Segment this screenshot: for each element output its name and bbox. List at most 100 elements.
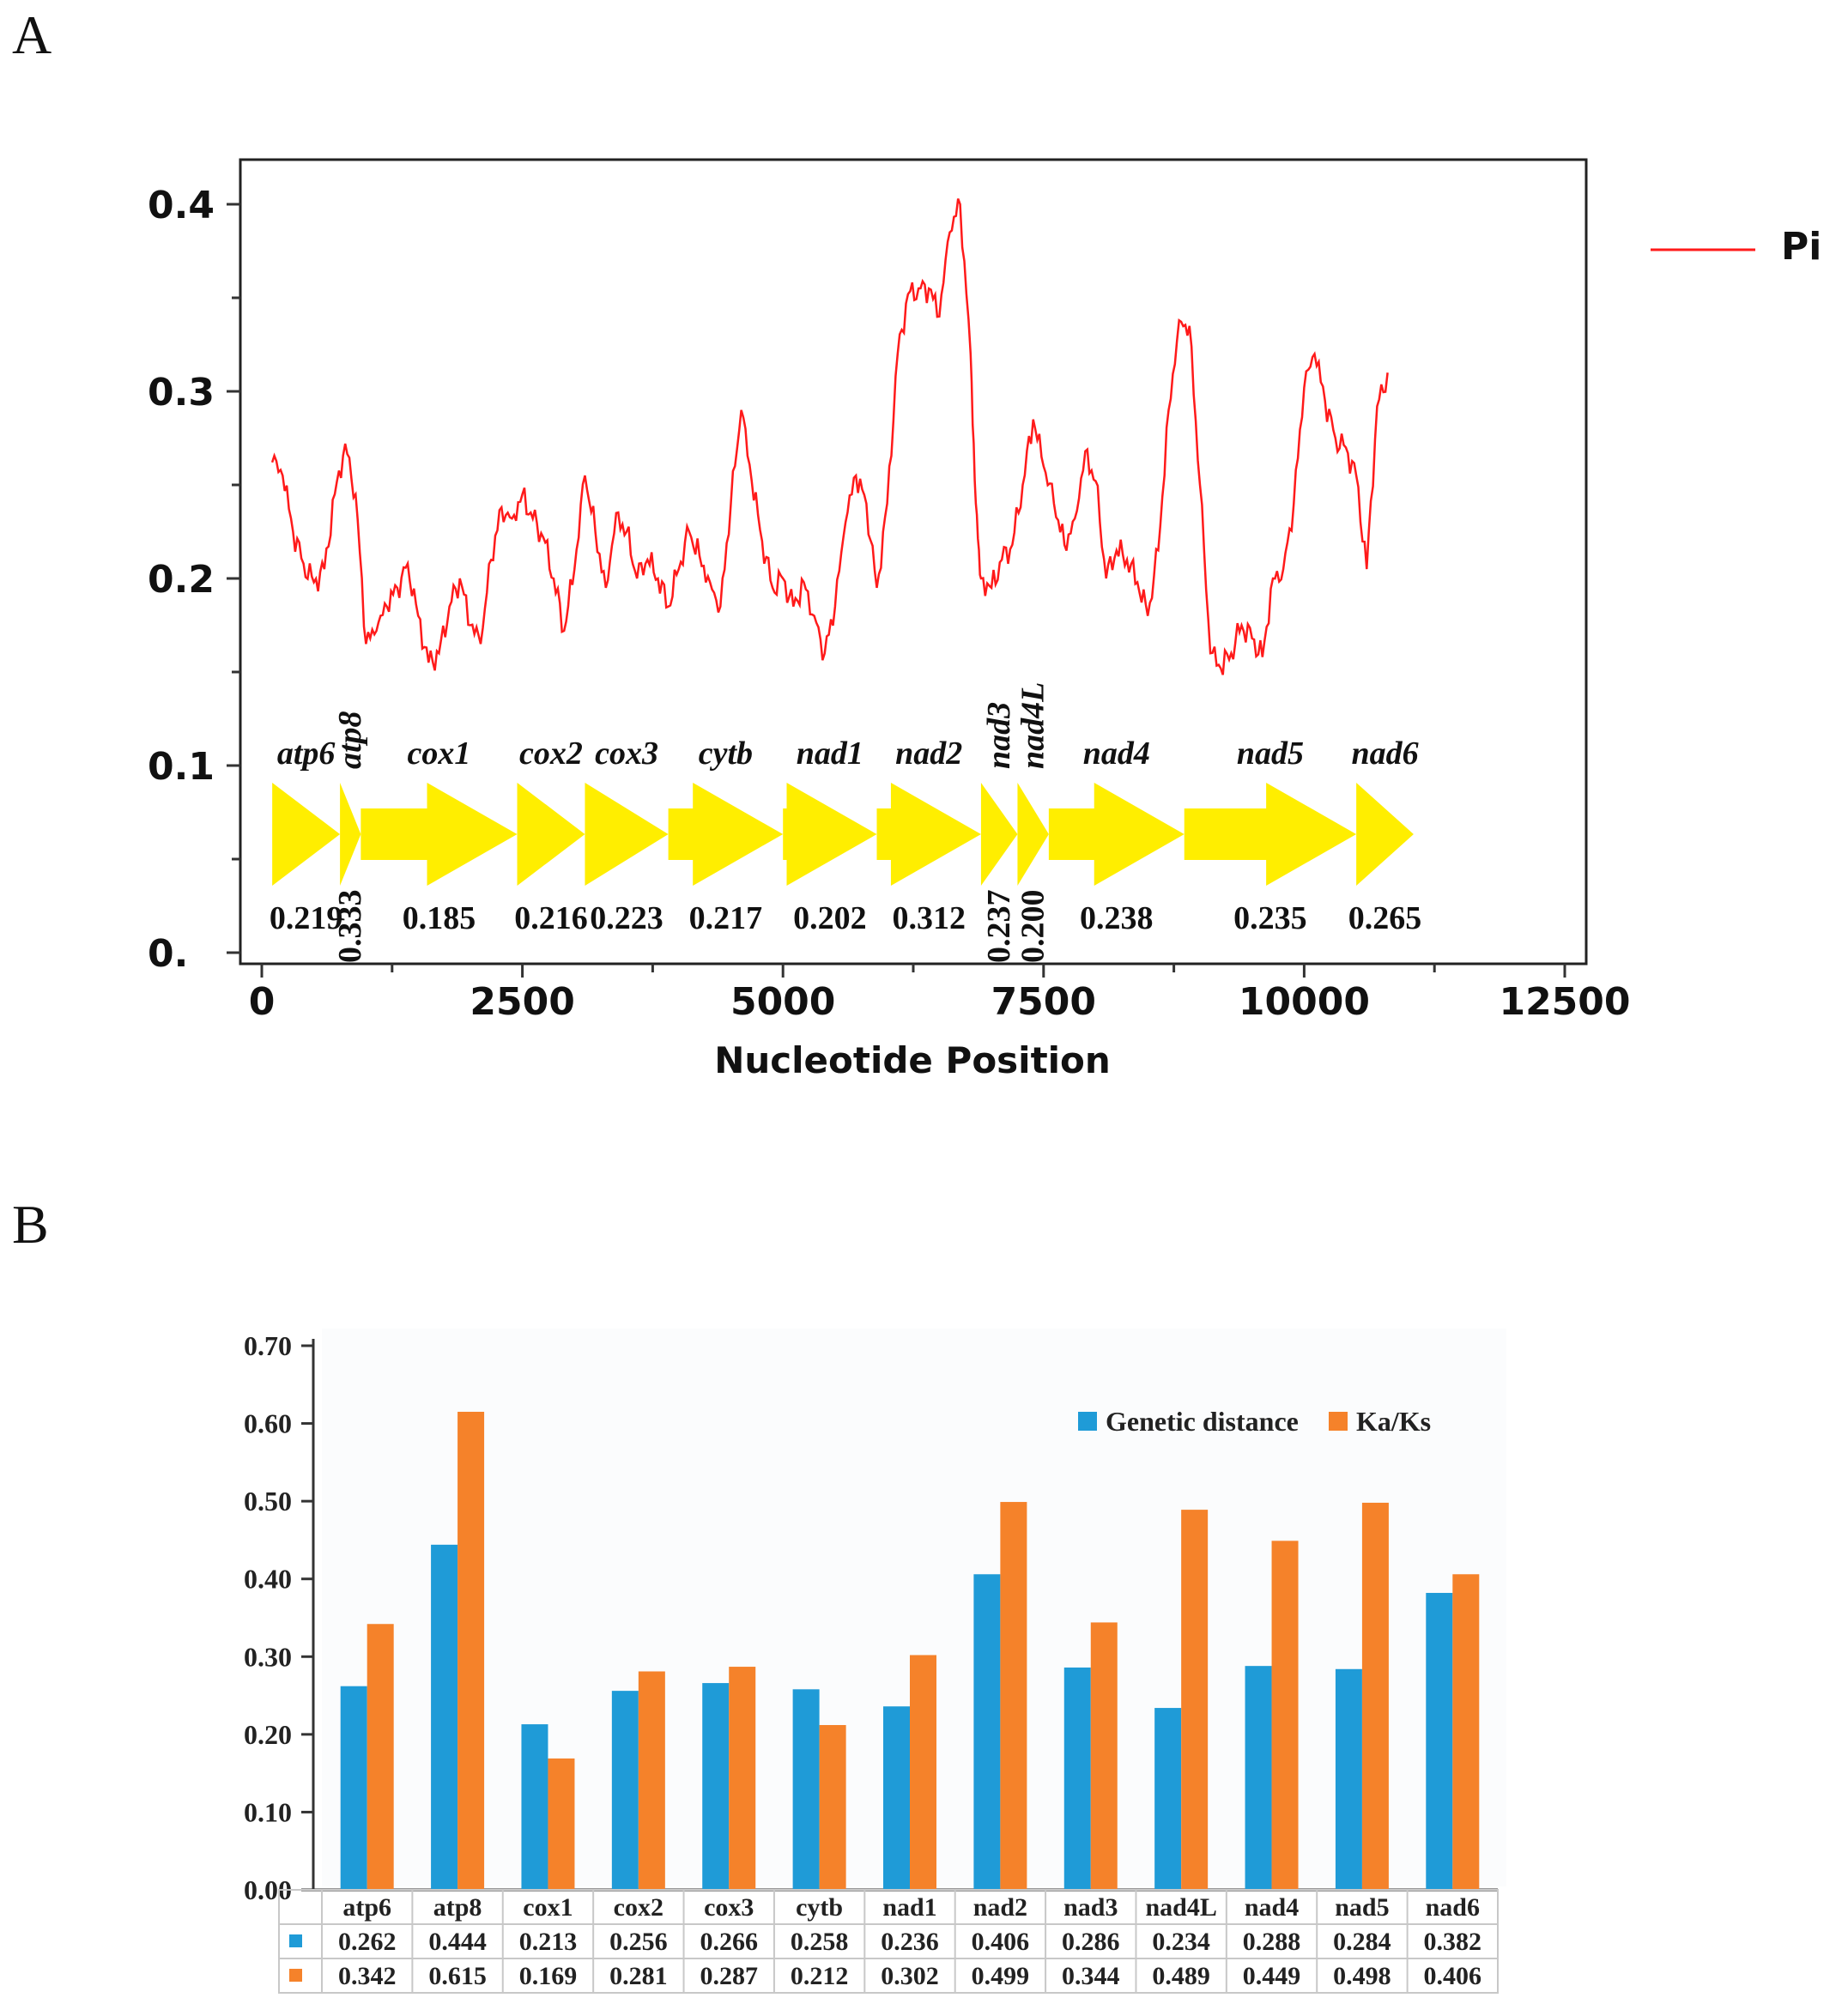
genetic-distance-bar-atp8 [431,1544,458,1890]
table-ka-ks-value: 0.287 [700,1962,758,1990]
legend-genetic-distance-label: Genetic distance [1106,1406,1299,1437]
ka-ks-bar-cytb [819,1724,846,1890]
table-ka-ks-value: 0.342 [338,1962,397,1990]
table-ka-ks-value: 0.499 [972,1962,1030,1990]
y-tick-label: 0.50 [244,1486,292,1517]
table-ka-ks-value: 0.169 [519,1962,578,1990]
gene-name-nad6: nad6 [1351,736,1418,772]
table-ka-ks-value: 0.449 [1243,1962,1301,1990]
gene-arrow-nad2 [876,783,981,886]
table-genetic-distance-value: 0.213 [519,1928,578,1956]
table-genetic-distance-value: 0.262 [338,1928,397,1956]
genetic-distance-bar-cox1 [521,1724,548,1890]
table-category-cox2: cox2 [614,1893,663,1922]
data-table: atp6 0.262 0.342 atp8 0.444 0.615 cox1 0.213 0.1… [278,1889,1499,1994]
genetic-distance-bar-nad6 [1426,1593,1453,1890]
gene-pi-value-nad2: 0.312 [892,900,966,936]
genetic-distance-bar-atp6 [340,1686,367,1890]
gene-arrow-atp8 [340,783,361,886]
gene-name-cox3: cox3 [595,736,658,772]
y-tick-label: 0.10 [244,1796,292,1827]
gene-pi-value-nad1: 0.202 [793,900,867,936]
ka-ks-bar-atp6 [367,1624,394,1890]
x-tick-label: 10000 [1239,980,1370,1024]
gene-name-nad4: nad4 [1083,736,1150,772]
table-genetic-distance-value: 0.406 [972,1928,1030,1956]
table-genetic-distance-swatch [289,1934,302,1947]
table-category-nad2: nad2 [973,1893,1027,1922]
gene-name-cox2: cox2 [519,736,583,772]
table-genetic-distance-value: 0.258 [791,1928,849,1956]
genetic-distance-bar-nad3 [1063,1667,1091,1890]
table-category-nad3: nad3 [1063,1893,1118,1922]
gene-pi-value-nad3: 0.237 [981,890,1017,964]
table-category-cox1: cox1 [523,1893,573,1922]
genetic-distance-bar-nad1 [883,1706,910,1890]
x-axis: 0 2500 5000 7500 10000 12500 [249,964,1631,1024]
table-ka-ks-swatch [289,1969,302,1982]
y-tick-label: 0.20 [244,1719,292,1750]
table-ka-ks-value: 0.489 [1152,1962,1210,1990]
gene-name-cox1: cox1 [408,736,471,772]
ka-ks-bar-cox2 [638,1671,665,1890]
ka-ks-bar-cox3 [729,1667,756,1890]
gene-name-nad3: nad3 [981,702,1017,769]
gene-arrow-atp6 [272,783,341,886]
gene-pi-value-cox1: 0.185 [403,900,476,936]
table-category-nad5: nad5 [1335,1893,1389,1922]
table-genetic-distance-value: 0.382 [1424,1928,1482,1956]
table-ka-ks-value: 0.281 [609,1962,668,1990]
ka-ks-bar-nad1 [910,1655,936,1890]
table-category-nad4L: nad4L [1145,1893,1216,1922]
x-tick-label: 2500 [470,980,574,1024]
gene-pi-value-atp6: 0.219 [270,900,343,936]
table-ka-ks-value: 0.615 [428,1962,487,1990]
ka-ks-bar-nad2 [1000,1502,1027,1890]
gene-pi-value-nad5: 0.235 [1233,900,1307,936]
y-tick-label: 0.60 [244,1408,292,1439]
gene-arrow-nad4 [1048,783,1185,886]
pi-line [270,198,1389,675]
gene-pi-value-cox2: 0.216 [514,900,588,936]
y-tick-label: 0.40 [244,1564,292,1595]
genetic-distance-bar-nad5 [1335,1668,1362,1890]
pi-sliding-window-chart: 0. 0.1 0.2 0.3 0.4 0 2500 5000 7500 10000 12500 Nuc… [148,158,1821,1081]
y-tick-label: 0.4 [148,184,215,227]
legend-ka-ks-label: Ka/Ks [1356,1406,1431,1437]
legend-ka-ks-swatch [1329,1412,1348,1431]
table-ka-ks-value: 0.344 [1062,1962,1120,1990]
panel-b-label: B [12,1194,49,1255]
gene-pi-value-atp8: 0.333 [332,890,368,964]
ka-ks-bar-nad3 [1090,1622,1118,1890]
gene-name-cytb: cytb [699,736,753,772]
genetic-distance-bar-nad4 [1245,1666,1272,1890]
table-genetic-distance-value: 0.286 [1062,1928,1120,1956]
gene-arrow-cox2 [517,783,585,886]
ka-ks-bar-atp8 [457,1411,485,1890]
y-tick-label: 0.2 [148,558,215,602]
x-tick-label: 0 [249,980,276,1024]
ka-ks-bar-nad5 [1361,1502,1389,1890]
gene-arrow-nad4L [1017,783,1049,886]
gene-pi-value-nad4L: 0.200 [1015,890,1051,964]
table-category-cytb: cytb [796,1893,843,1922]
ka-ks-bar-nad4 [1271,1541,1299,1890]
gene-arrow-nad6 [1356,783,1414,886]
table-genetic-distance-value: 0.284 [1333,1928,1391,1956]
x-tick-label: 12500 [1499,980,1630,1024]
y-tick-label: 0.70 [244,1330,292,1361]
bars [340,1411,1480,1890]
genetic-distance-bar-cox2 [611,1691,639,1890]
x-tick-label: 5000 [730,980,835,1024]
panel-a-label: A [12,4,52,65]
table-category-atp6: atp6 [342,1893,391,1922]
legend-pi-label: Pi [1781,225,1821,269]
table-genetic-distance-value: 0.266 [700,1928,758,1956]
gene-arrow-cox3 [585,783,669,886]
legend-genetic-distance-swatch [1078,1412,1097,1431]
table-ka-ks-value: 0.302 [881,1962,939,1990]
genetic-distance-bar-nad4L [1154,1708,1182,1890]
y-axis: 0. 0.1 0.2 0.3 0.4 [148,184,240,976]
ka-ks-bar-nad6 [1452,1574,1480,1890]
